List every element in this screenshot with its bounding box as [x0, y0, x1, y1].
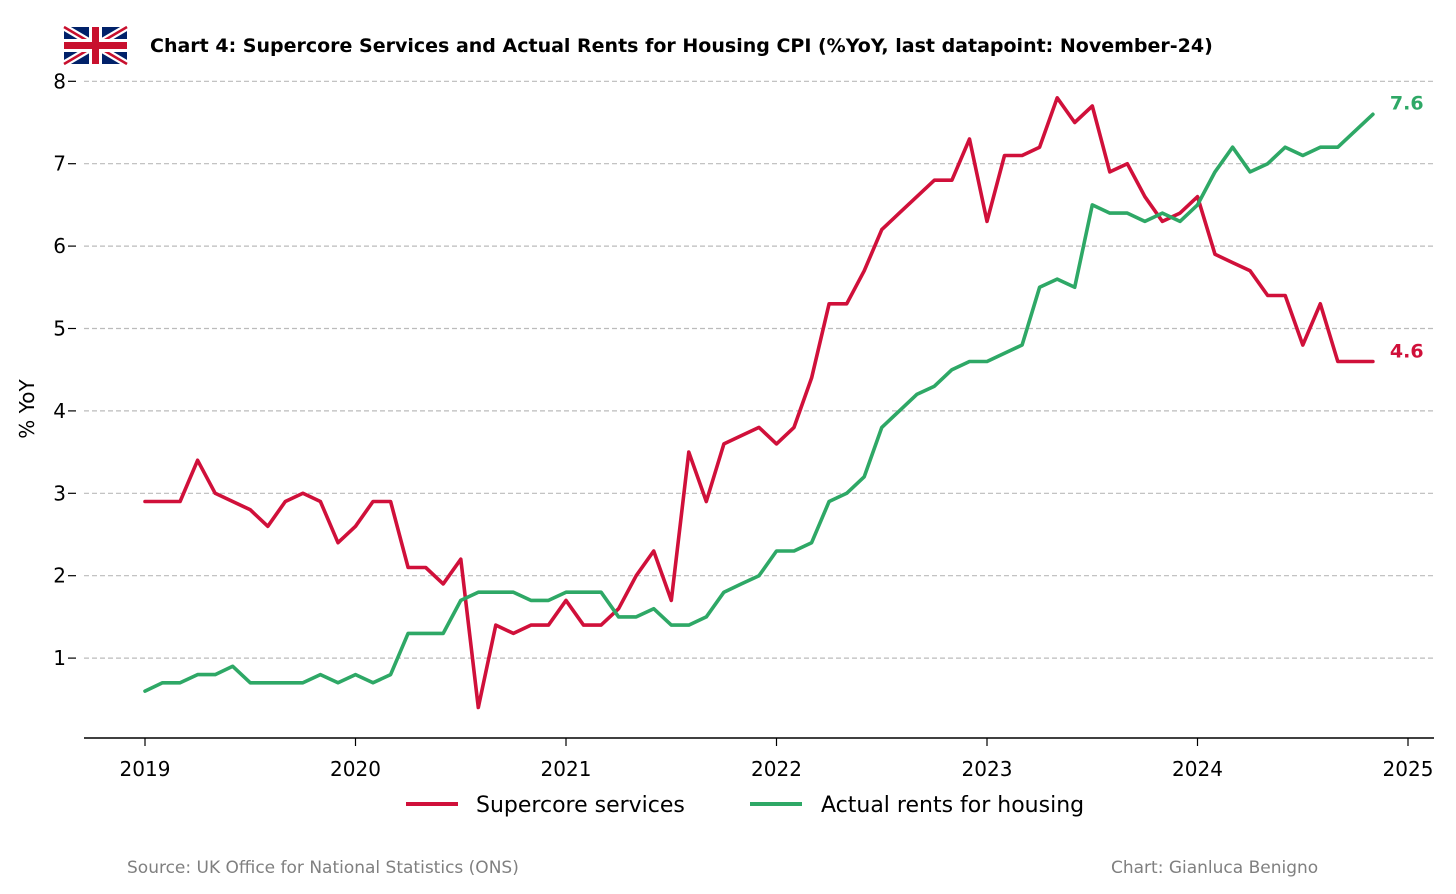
chart-credit: Chart: Gianluca Benigno — [1111, 858, 1318, 878]
x-tick-label: 2022 — [751, 757, 802, 781]
x-tick-label: 2023 — [962, 757, 1013, 781]
uk-flag-icon — [62, 23, 129, 68]
end-label-supercore: 4.6 — [1390, 340, 1424, 362]
end-labels: 4.6 7.6 — [1390, 92, 1424, 362]
y-tick-label: 2 — [53, 564, 66, 588]
y-tick-label: 3 — [53, 481, 66, 505]
legend-label-supercore: Supercore services — [476, 793, 685, 818]
y-tick-label: 7 — [53, 152, 66, 176]
y-tick-label: 6 — [53, 234, 66, 258]
y-tick-label: 4 — [53, 399, 66, 423]
x-tick-label: 2020 — [330, 757, 381, 781]
y-tick-label: 5 — [53, 317, 66, 341]
series-lines — [143, 96, 1375, 710]
x-tick-label: 2024 — [1172, 757, 1223, 781]
y-tick-label: 1 — [53, 646, 66, 670]
end-label-rents: 7.6 — [1390, 92, 1424, 114]
legend-label-rents: Actual rents for housing — [821, 793, 1084, 818]
series-line-supercore — [143, 96, 1375, 710]
y-axis-label: % YoY — [15, 379, 39, 439]
y-tick-label: 8 — [53, 69, 66, 93]
chart-title: Chart 4: Supercore Services and Actual R… — [150, 35, 1213, 57]
source-note: Source: UK Office for National Statistic… — [127, 858, 519, 878]
series-line-rents — [143, 112, 1375, 693]
x-tick-label: 2021 — [541, 757, 592, 781]
legend: Supercore services Actual rents for hous… — [406, 793, 1084, 818]
x-tick-label: 2025 — [1383, 757, 1434, 781]
axes: 1 2 3 4 5 6 7 8 2019 2020 2021 2022 2023 2024 2025 — [53, 69, 1434, 781]
x-tick-label: 2019 — [120, 757, 171, 781]
gridlines — [84, 80, 1434, 659]
